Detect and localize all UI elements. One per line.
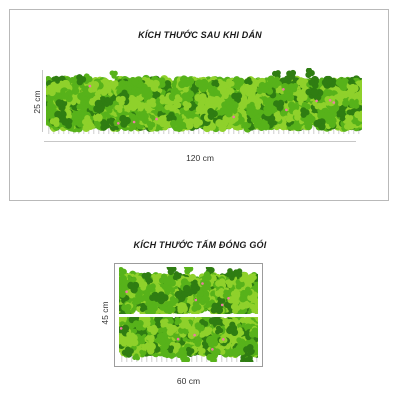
package-sheet bbox=[114, 263, 263, 367]
installed-size-title: KÍCH THƯỚC SAU KHI DÁN bbox=[138, 30, 262, 40]
package-sticker-upper bbox=[119, 267, 258, 314]
height-measure-line bbox=[42, 70, 43, 132]
width-measure-line bbox=[44, 141, 356, 142]
clover-border-sticker bbox=[46, 68, 362, 134]
package-height-label: 45 cm bbox=[100, 301, 110, 325]
shamrock-clover-sticker-icon bbox=[119, 267, 258, 314]
installed-size-panel: KÍCH THƯỚC SAU KHI DÁN 25 cm 120 cm bbox=[9, 9, 389, 201]
shamrock-clover-sticker-icon bbox=[119, 317, 258, 362]
package-size-title: KÍCH THƯỚC TẤM ĐÓNG GÓI bbox=[133, 240, 267, 250]
width-label: 120 cm bbox=[186, 153, 214, 163]
package-sticker-lower bbox=[119, 317, 258, 362]
shamrock-clover-sticker-icon bbox=[46, 68, 362, 134]
package-width-label: 60 cm bbox=[176, 376, 201, 386]
height-label: 25 cm bbox=[32, 90, 42, 114]
